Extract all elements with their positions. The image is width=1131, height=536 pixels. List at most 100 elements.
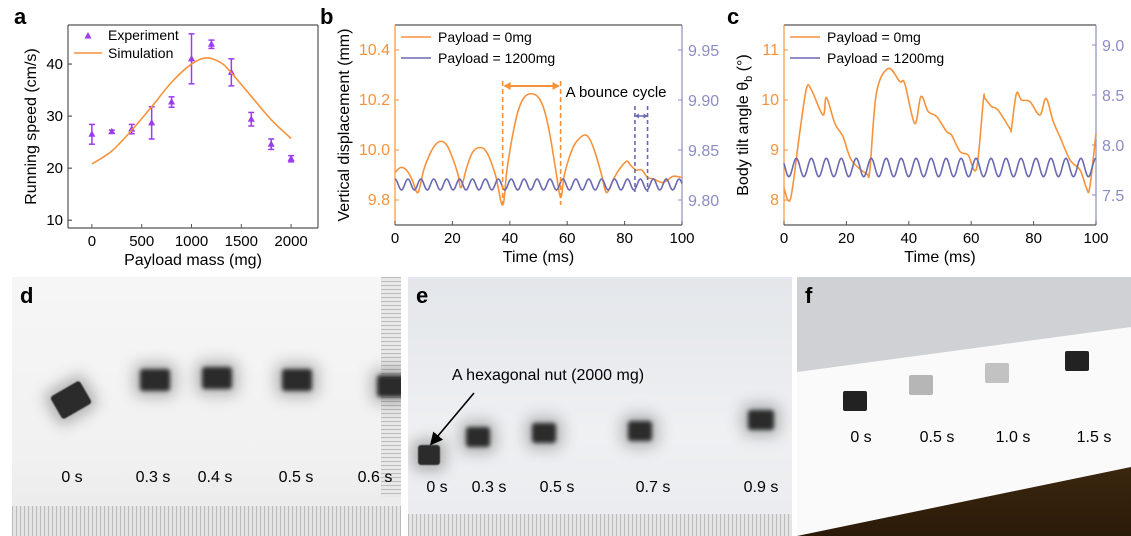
- bounce-cycle-label: A bounce cycle: [566, 84, 667, 101]
- time-label: 0.3 s: [135, 469, 171, 486]
- experiment-point: [148, 118, 156, 126]
- y-tick-label: 8: [770, 192, 779, 209]
- y-tick-label: 10: [761, 92, 779, 109]
- robot-0.5s: [282, 369, 312, 391]
- time-label: 1.5 s: [1076, 429, 1112, 446]
- experiment-point: [207, 40, 215, 47]
- panel-label-f: f: [805, 283, 813, 308]
- y-tick-label: 40: [46, 56, 63, 73]
- y-tick-label: 10.2: [359, 92, 390, 109]
- nut-annotation: A hexagonal nut (2000 mg): [451, 367, 645, 384]
- robot-1.0s: [985, 363, 1009, 383]
- time-label: 0.5 s: [919, 429, 955, 446]
- robot-0.5s: [532, 423, 556, 443]
- robot-0s: [843, 391, 867, 411]
- x-axis-label: Time (ms): [503, 249, 574, 266]
- photo-panel-f: f 0 s 0.5 s 1.0 s 1.5 s: [797, 277, 1131, 536]
- right-y-tick-label: 8.0: [1102, 138, 1124, 155]
- experiment-point: [88, 130, 96, 137]
- robot-0.7s: [628, 421, 652, 441]
- series-line-simulation: [91, 56, 292, 165]
- y-tick-label: 10.0: [359, 142, 390, 159]
- x-tick-label: 60: [963, 230, 980, 247]
- time-label: 0.6 s: [357, 469, 393, 486]
- horizontal-ruler: [408, 514, 792, 536]
- time-label: 0 s: [61, 469, 83, 486]
- time-label: 0.5 s: [539, 479, 575, 496]
- panel-label-b: b: [320, 4, 334, 29]
- x-tick-label: 0: [391, 230, 399, 247]
- legend-marker-experiment: [84, 32, 92, 39]
- experiment-point: [287, 154, 295, 162]
- legend-label-simulation: Simulation: [108, 45, 173, 61]
- legend-label-payload-1200mg: Payload = 1200mg: [827, 50, 944, 66]
- legend-label-payload-0mg: Payload = 0mg: [438, 29, 532, 45]
- chart-b: 0 20 40 60 80 100 9.8 10.0 10.2 10.4 9.80 9.85 9.90 9…: [336, 24, 719, 266]
- x-axis-label: Time (ms): [904, 249, 975, 266]
- legend-label-experiment: Experiment: [108, 27, 179, 43]
- y-axis-label: Running speed (cm/s): [23, 48, 40, 205]
- legend-label-payload-0mg: Payload = 0mg: [827, 29, 921, 45]
- experiment-point: [108, 127, 116, 135]
- y-axis-label: Vertical displacement (mm): [336, 29, 353, 222]
- x-tick-label: 60: [559, 230, 576, 247]
- x-tick-label: 40: [900, 230, 917, 247]
- panel-label-c: c: [727, 4, 740, 29]
- experiment-point: [128, 125, 136, 132]
- panel-label-a: a: [14, 4, 27, 29]
- x-axis-label: Payload mass (mg): [124, 252, 262, 269]
- robot-0s: [49, 380, 93, 420]
- time-label: 0 s: [850, 429, 872, 446]
- x-tick-label: 20: [838, 230, 855, 247]
- right-y-tick-label: 9.85: [688, 143, 719, 160]
- y-tick-label: 11: [762, 42, 779, 59]
- photo-panel-e: e A hexagonal nut (2000 mg) 0 s 0.3 s 0.…: [408, 277, 792, 536]
- x-tick-label: 80: [1025, 230, 1042, 247]
- experiment-point: [168, 98, 176, 105]
- y-axis-label-part: (°): [735, 54, 752, 76]
- x-tick-label: 40: [501, 230, 518, 247]
- right-y-tick-label: 7.5: [1102, 188, 1124, 205]
- panel-label-e: e: [416, 283, 429, 308]
- right-y-tick-label: 8.5: [1102, 88, 1124, 105]
- right-y-tick-label: 9.0: [1102, 38, 1124, 55]
- robot-0.3s: [466, 427, 490, 447]
- y-tick-label: 9.8: [368, 192, 390, 209]
- x-tick-label: 0: [88, 233, 96, 250]
- robot-0.5s: [909, 375, 933, 395]
- arrowhead-icon: [634, 113, 648, 119]
- legend-label-payload-1200mg: Payload = 1200mg: [438, 50, 555, 66]
- time-label: 0.9 s: [743, 479, 779, 496]
- horizontal-ruler: [12, 506, 401, 536]
- photo-panel-d: d 0 s 0.3 s 0.4 s 0.5 s 0.6 s: [12, 277, 401, 536]
- time-label: 1.0 s: [995, 429, 1031, 446]
- experiment-point: [247, 115, 255, 122]
- robot-with-nut-0s: [418, 445, 440, 465]
- y-axis-label-part: b: [743, 76, 755, 82]
- chart-c: 0 20 40 60 80 100 8 9 10 11 7.5 8.0 8.5 9.0 Time (ms) B…: [735, 24, 1124, 266]
- y-tick-label: 10: [46, 212, 63, 229]
- time-label: 0.5 s: [278, 469, 314, 486]
- robot-0.4s: [202, 367, 232, 389]
- x-tick-label: 1000: [175, 233, 208, 250]
- x-tick-label: 0: [780, 230, 788, 247]
- time-label: 0.7 s: [635, 479, 671, 496]
- y-tick-label: 9: [770, 142, 779, 159]
- series-line-payload-0mg: [783, 67, 1097, 202]
- robot-1.5s: [1065, 351, 1089, 371]
- experiment-point: [188, 54, 196, 62]
- chart-a: 0 500 1000 1500 2000 10 20 30 40 Payload mass (mg…: [23, 24, 319, 269]
- series-line-payload-1200mg: [783, 157, 1097, 178]
- series-line-payload-1200mg: [394, 178, 683, 191]
- experiment-point: [227, 68, 235, 75]
- x-tick-label: 20: [444, 230, 461, 247]
- x-tick-label: 1500: [225, 233, 258, 250]
- time-label: 0 s: [426, 479, 448, 496]
- y-axis-label: Body tilt angle θb (°): [735, 54, 755, 195]
- robot-0.9s: [748, 410, 774, 430]
- time-label: 0.3 s: [471, 479, 507, 496]
- y-tick-label: 10.4: [359, 42, 390, 59]
- y-tick-label: 20: [46, 160, 63, 177]
- x-tick-label: 100: [669, 230, 694, 247]
